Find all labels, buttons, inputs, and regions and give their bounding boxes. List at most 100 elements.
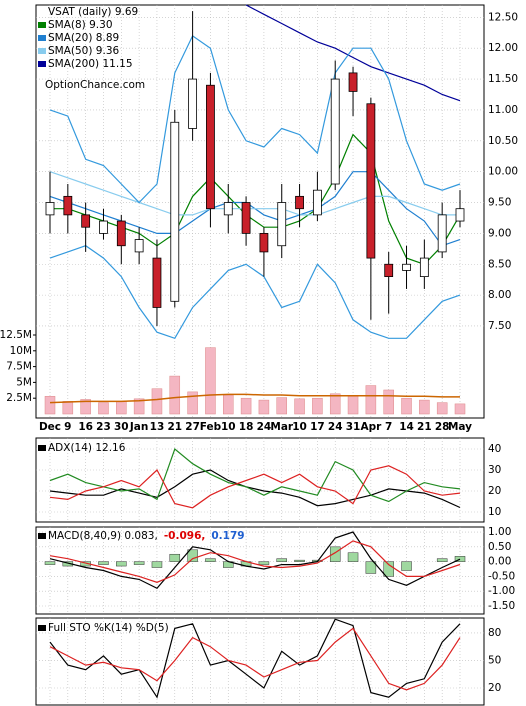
line [49,171,460,216]
y2-tick-label: 12.5M [0,329,32,341]
volume-bar [187,391,198,415]
histogram-bar [116,561,127,567]
legend-swatch [38,61,46,67]
histogram-bar [329,546,341,562]
candle-body [295,195,304,210]
legend-label: ADX(14) 12.16 [48,442,126,454]
volume-bar [116,401,127,415]
volume-bar [258,399,270,415]
histogram-bar [347,552,359,562]
line [49,245,461,340]
panel-frame [35,617,485,706]
histogram-bar [205,558,216,562]
y-tick-label: 20 [488,485,501,497]
x-tick-label: 21 [417,421,432,433]
candle-body [437,214,447,253]
x-tick-label: 21 [167,421,182,433]
candle-body [259,232,269,253]
volume-bar [223,394,234,415]
volume-bar [169,375,181,415]
legend-swatch [38,533,46,539]
histogram-bar [436,558,448,562]
candle-body [402,263,411,271]
x-tick-label: Jan [129,421,148,433]
candle-body [312,189,322,216]
line [49,35,461,204]
panel-title: Full STO %K(14) %D(5) [48,622,169,634]
y-tick-label: 9.00 [488,227,511,239]
x-tick-label: 30 [114,421,129,433]
y-tick-label: 11.50 [488,73,518,85]
y-tick-label: 7.50 [488,320,511,332]
candle-body [241,202,251,234]
candle-body [330,78,340,185]
candle-body [45,202,55,216]
histogram-bar [187,549,198,562]
candle-body [152,257,162,308]
line [49,393,460,404]
histogram-bar [276,558,287,562]
candle-body [134,239,144,253]
histogram-bar [383,561,394,577]
y-tick-label: 80 [488,627,501,639]
y2-tick-label: 7.5M [6,361,32,373]
x-tick-label: 13 [150,421,165,433]
y-tick-label: 50 [488,654,501,666]
y2-tick-label: 10M [10,345,32,357]
volume-bar [276,397,287,415]
line [49,618,461,699]
volume-bar [329,393,341,415]
x-tick-label: 24 [328,421,343,433]
x-tick-label: May [448,421,472,433]
candle-body [99,220,108,234]
volume-bar [133,398,145,415]
y-tick-label: 12.00 [488,42,518,54]
line [49,447,461,503]
candle-body [384,263,394,278]
x-tick-label: 18 [239,421,254,433]
x-tick-label: 17 [310,421,325,433]
legend-swatch [38,35,46,41]
panel-frame [35,437,485,523]
volume-bar [436,402,448,415]
y2-tick-label: 2.5M [6,392,32,404]
histogram-bar [151,561,163,568]
y-tick-label: 9.50 [488,197,511,209]
legend-label: SMA(200) 11.15 [48,58,133,70]
candle-body [223,202,233,216]
volume-bar [80,399,91,415]
legend-swatch [38,48,46,54]
chart-title: VSAT (daily) 9.69 [48,6,138,18]
volume-bar [44,396,56,415]
y-tick-label: 20 [488,682,501,694]
x-tick-label: 28 [435,421,450,433]
legend-label: SMA(20) 8.89 [48,32,119,44]
candle-body [63,195,73,216]
y-tick-label: 8.50 [488,258,511,270]
x-tick-label: 23 [96,421,111,433]
volume-bar [419,399,430,415]
candle-body [206,84,215,210]
volume-bar [294,398,305,415]
candle-body [188,78,198,129]
candle-body [81,214,91,228]
histogram-bar [401,561,412,571]
volume-bar [151,388,163,415]
candle-body [277,202,287,247]
x-tick-label: Apr [360,421,382,433]
x-tick-label: Feb [200,421,222,433]
y-tick-label: 10 [488,506,501,518]
histogram-bar [258,561,270,565]
histogram-bar [133,561,145,565]
x-tick-label: 7 [385,421,392,433]
y-tick-label: -0.50 [488,570,515,582]
x-tick-label: Dec [39,421,61,433]
macd-title-signal: -0.096, [164,530,206,542]
y-tick-label: 11.00 [488,104,518,116]
candle-body [455,208,465,222]
x-tick-label: 24 [257,421,272,433]
candle-body [419,257,429,277]
legend-swatch [38,22,46,28]
